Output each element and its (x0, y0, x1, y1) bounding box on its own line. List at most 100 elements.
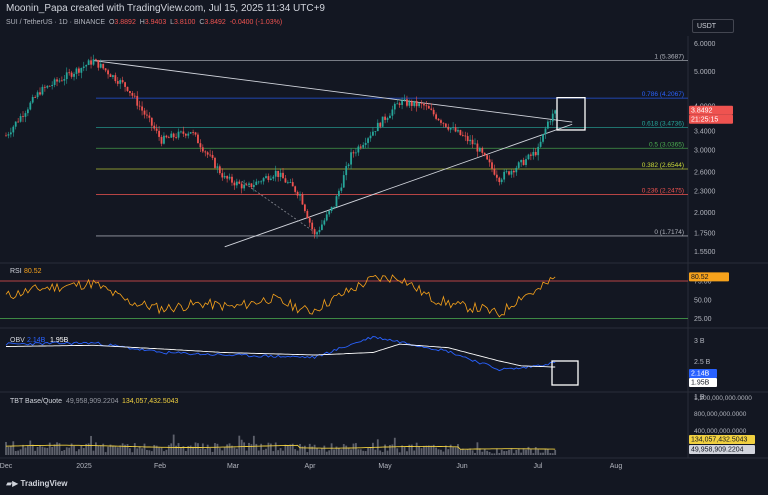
tbt-bar (160, 447, 163, 455)
fib-level-label: 0.786 (4.2067) (642, 91, 684, 98)
candle-body (46, 85, 49, 88)
candle-body (121, 80, 124, 83)
tbt-bar (26, 445, 29, 455)
tbt-bar (525, 449, 527, 455)
candle-body (532, 151, 535, 156)
tbt-bar (189, 445, 192, 455)
tbt-bar (158, 447, 160, 455)
candle-body (471, 139, 474, 145)
candle-body (126, 86, 129, 92)
candle-body (279, 172, 282, 177)
tbt-bar (301, 446, 304, 455)
candle-body (216, 166, 219, 168)
tbt-bar (116, 447, 119, 455)
time-axis-label: Dec (0, 463, 13, 470)
tbt-tag-1-bg (689, 435, 755, 444)
candle-body (534, 151, 537, 156)
tbt-bar (97, 445, 100, 455)
tbt-bar (452, 447, 455, 455)
candle-body (403, 99, 406, 101)
candle-body (243, 184, 246, 189)
candle-body (192, 132, 195, 133)
tbt-bar (321, 448, 323, 455)
time-axis-label: Feb (154, 463, 166, 470)
candle-body (435, 114, 438, 119)
tbt-bar (170, 443, 173, 455)
candle-body (119, 80, 122, 84)
tbt-bar (286, 445, 289, 455)
tbt-label: TBT Base/Quote (10, 398, 62, 405)
symbol-name[interactable]: SUI / TetherUS · 1D · BINANCE (6, 19, 106, 26)
tbt-bar (347, 448, 350, 455)
tbt-bar (284, 444, 287, 455)
tbt-bar (415, 442, 418, 455)
obv-axis-label: 1 B (694, 394, 705, 401)
candle-body (296, 191, 299, 196)
tbt-bar (374, 449, 377, 455)
candle-body (262, 178, 265, 182)
tbt-bar (60, 451, 63, 455)
price-axis-label: 2.6000 (694, 170, 716, 177)
candle-body (466, 136, 469, 142)
candle-body (413, 100, 416, 106)
tbt-bar (148, 450, 151, 455)
tbt-bar (529, 448, 532, 455)
candle-body (177, 131, 180, 138)
tbt-bar (345, 445, 348, 455)
candle-body (282, 172, 284, 179)
tbt-bar (389, 444, 391, 455)
tbt-bar (418, 446, 420, 455)
tbt-bar (522, 448, 525, 455)
tbt-bar (410, 444, 413, 455)
candle-body (321, 224, 323, 230)
tbt-bar (493, 453, 496, 455)
tbt-bar (406, 451, 408, 455)
candle-body (175, 137, 177, 138)
candle-body (7, 134, 10, 136)
candle-body (235, 181, 238, 186)
high-value: 3.9403 (144, 19, 167, 26)
candle-body (80, 67, 83, 73)
close-value: 3.8492 (204, 19, 226, 26)
candle-body (56, 79, 58, 82)
candle-body (78, 68, 80, 73)
candle-body (146, 114, 148, 116)
candle-body (22, 116, 24, 117)
trading-chart[interactable]: 1 (5.3687) 0.786 (4.2067) 0.618 (3.4736) 0.… (0, 0, 768, 478)
tbt-bar (554, 450, 557, 455)
candle-body (527, 154, 530, 160)
candle-body (529, 154, 532, 156)
currency-button[interactable]: USDT (692, 19, 734, 33)
candle-body (274, 170, 277, 177)
tbt-bar (396, 448, 399, 455)
tbt-bar (316, 448, 318, 455)
tbt-bar (211, 451, 214, 455)
candle-body (31, 97, 34, 103)
tbt-bar (63, 450, 66, 455)
candle-body (114, 75, 117, 82)
candle-body (508, 171, 510, 175)
rsi-value: 80.52 (24, 268, 42, 275)
candle-body (486, 155, 489, 160)
tbt-bar (165, 449, 168, 455)
candle-body (9, 132, 12, 135)
candle-body (167, 137, 170, 139)
tradingview-footer: ▰▶ TradingView (6, 479, 68, 488)
candle-body (248, 183, 250, 185)
candle-body (347, 164, 350, 167)
candle-body (291, 182, 294, 187)
tbt-bar (542, 452, 544, 455)
trendline-1 (224, 123, 573, 248)
tbt-bar (551, 453, 554, 455)
tbt-bar (209, 448, 212, 455)
candle-body (267, 176, 270, 180)
candle-body (17, 121, 20, 123)
candle-body (544, 128, 547, 135)
tbt-bar (141, 448, 143, 455)
candle-body (488, 159, 491, 163)
candle-body (284, 178, 287, 183)
tbt-bar (379, 450, 382, 455)
candle-body (510, 170, 513, 175)
tbt-bar (46, 447, 49, 455)
countdown-tag: 21:25:15 (691, 116, 718, 123)
